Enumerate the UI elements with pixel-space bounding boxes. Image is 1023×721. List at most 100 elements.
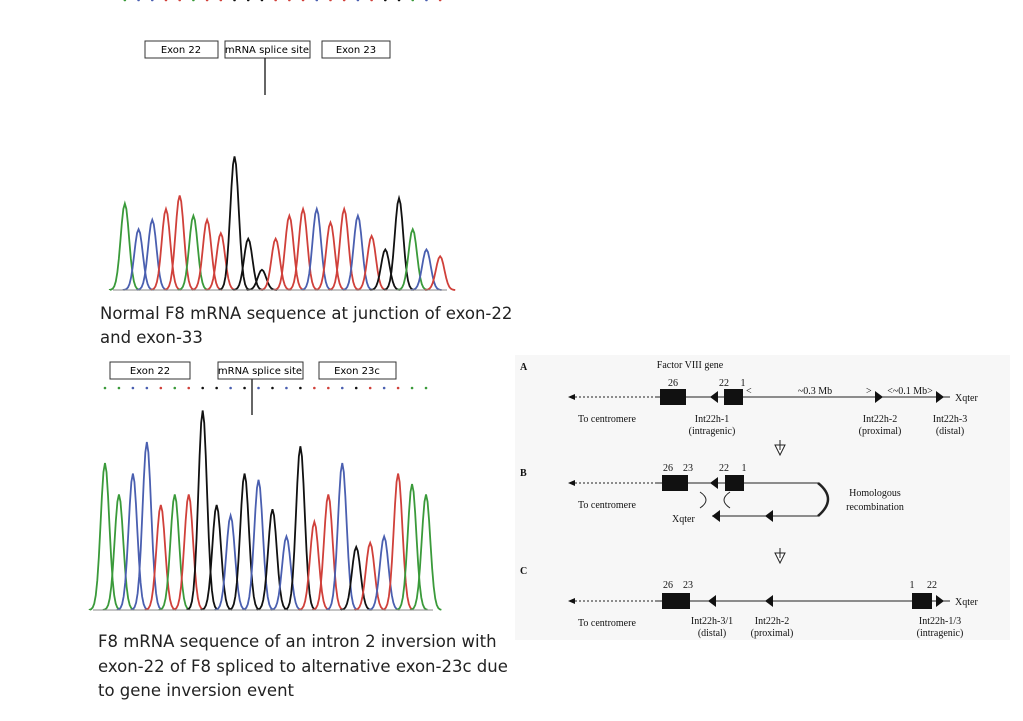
caption: F8 mRNA sequence of an intron 2 inversio… xyxy=(98,632,497,651)
label-box xyxy=(224,40,311,59)
int-label: Int22h-3/1 xyxy=(691,616,733,627)
trace-peak xyxy=(191,217,223,291)
base-dot xyxy=(329,0,332,2)
label: mRNA splice site xyxy=(225,45,309,56)
caption: to gene inversion event xyxy=(98,681,295,700)
base-dot xyxy=(103,386,107,390)
exon-label: 26 xyxy=(668,378,678,389)
base-dot xyxy=(164,0,168,2)
panel-letter: B xyxy=(520,468,527,479)
trace-peak xyxy=(410,247,442,291)
trace-peak xyxy=(326,462,358,611)
base-dot xyxy=(150,0,154,2)
label: Exon 23c xyxy=(334,366,380,377)
trace-peak xyxy=(130,441,163,611)
trace-peak xyxy=(116,473,149,611)
trace-peak xyxy=(158,494,191,611)
base-dot xyxy=(285,386,288,390)
xqter: Xqter xyxy=(672,514,695,525)
base-dot xyxy=(438,0,442,2)
base-dot xyxy=(219,0,223,2)
base-dot xyxy=(396,386,400,390)
exon-label: 1 xyxy=(910,580,915,591)
trace-peak xyxy=(383,194,415,291)
base-dot xyxy=(257,386,260,390)
centromere: To centromere xyxy=(578,618,636,629)
label: Exon 22 xyxy=(161,45,201,56)
trace-peak xyxy=(228,473,261,611)
base-dot xyxy=(178,0,181,2)
chromatogram xyxy=(108,0,456,291)
base-dot xyxy=(131,386,135,390)
trace-peak xyxy=(242,479,275,611)
base-dot xyxy=(342,0,346,2)
label-box xyxy=(217,361,304,380)
int-label: Int22h-1 xyxy=(695,414,729,425)
trace-peak xyxy=(270,533,302,611)
trace-peak xyxy=(163,195,195,291)
inversion-diagram: A Factor VIII gene 26 22 1 < ~0.3 Mb > <… xyxy=(515,355,1010,640)
distance: ~0.3 Mb xyxy=(798,386,832,397)
base-dot xyxy=(246,0,250,2)
trace-peak xyxy=(300,205,333,291)
trace-peak xyxy=(232,236,264,291)
base-dot xyxy=(215,386,218,390)
trace-peak xyxy=(214,511,247,611)
int-label: (proximal) xyxy=(859,426,902,437)
base-dot xyxy=(425,0,428,2)
trace-peak xyxy=(369,247,401,291)
trace-peak xyxy=(259,236,291,291)
distance: <~0.1 Mb> xyxy=(887,386,933,397)
base-dot xyxy=(205,0,209,2)
trace-peak xyxy=(256,508,289,611)
trace-peak xyxy=(204,231,237,291)
exon-label: 23 xyxy=(683,580,693,591)
exon-label: 1 xyxy=(742,463,747,474)
base-dot xyxy=(233,0,236,2)
trace-peak xyxy=(122,226,154,291)
xqter: Xqter xyxy=(955,393,978,404)
centromere: To centromere xyxy=(578,414,636,425)
caption: Normal F8 mRNA sequence at junction of e… xyxy=(100,304,512,323)
base-dot xyxy=(301,0,305,2)
base-dot xyxy=(117,386,121,390)
exon-label: 1 xyxy=(741,378,746,389)
base-dot xyxy=(370,0,373,2)
exon-label: 23 xyxy=(683,463,693,474)
base-dot xyxy=(313,386,316,390)
exon-label: 26 xyxy=(663,463,673,474)
label-box xyxy=(321,40,391,59)
exon-label: 22 xyxy=(719,378,729,389)
panel-letter: A xyxy=(520,362,528,373)
base-dot xyxy=(384,0,387,2)
base-dot xyxy=(424,386,428,390)
base-dot xyxy=(145,386,149,390)
int-label: (intragenic) xyxy=(917,628,964,639)
trace-peak xyxy=(287,205,319,291)
trace-peak xyxy=(136,217,168,291)
base-dot xyxy=(410,386,414,390)
base-dot xyxy=(243,386,246,390)
trace-peak xyxy=(172,494,205,611)
base-dot xyxy=(137,0,140,2)
base-dot xyxy=(354,386,358,390)
caption: exon-22 of F8 spliced to alternative exo… xyxy=(98,657,508,676)
centromere: To centromere xyxy=(578,500,636,511)
base-dot xyxy=(274,0,277,2)
int-label: Int22h-2 xyxy=(755,616,789,627)
base-dot xyxy=(159,386,163,390)
label: Exon 23 xyxy=(336,45,376,56)
label-box xyxy=(109,361,191,380)
int-label: Int22h-3 xyxy=(933,414,967,425)
base-dot xyxy=(299,386,302,390)
label: mRNA splice site xyxy=(218,366,302,377)
trace-peak xyxy=(396,226,428,291)
panel-1: Exon 22 mRNA splice site Exon 23 Normal … xyxy=(100,0,512,347)
base-dot xyxy=(411,0,415,2)
base-dot xyxy=(260,0,264,2)
trace-peak xyxy=(409,494,442,611)
gene-label: Factor VIII gene xyxy=(657,360,724,371)
int-label: Int22h-1/3 xyxy=(919,616,961,627)
int-label: (intragenic) xyxy=(689,426,736,437)
